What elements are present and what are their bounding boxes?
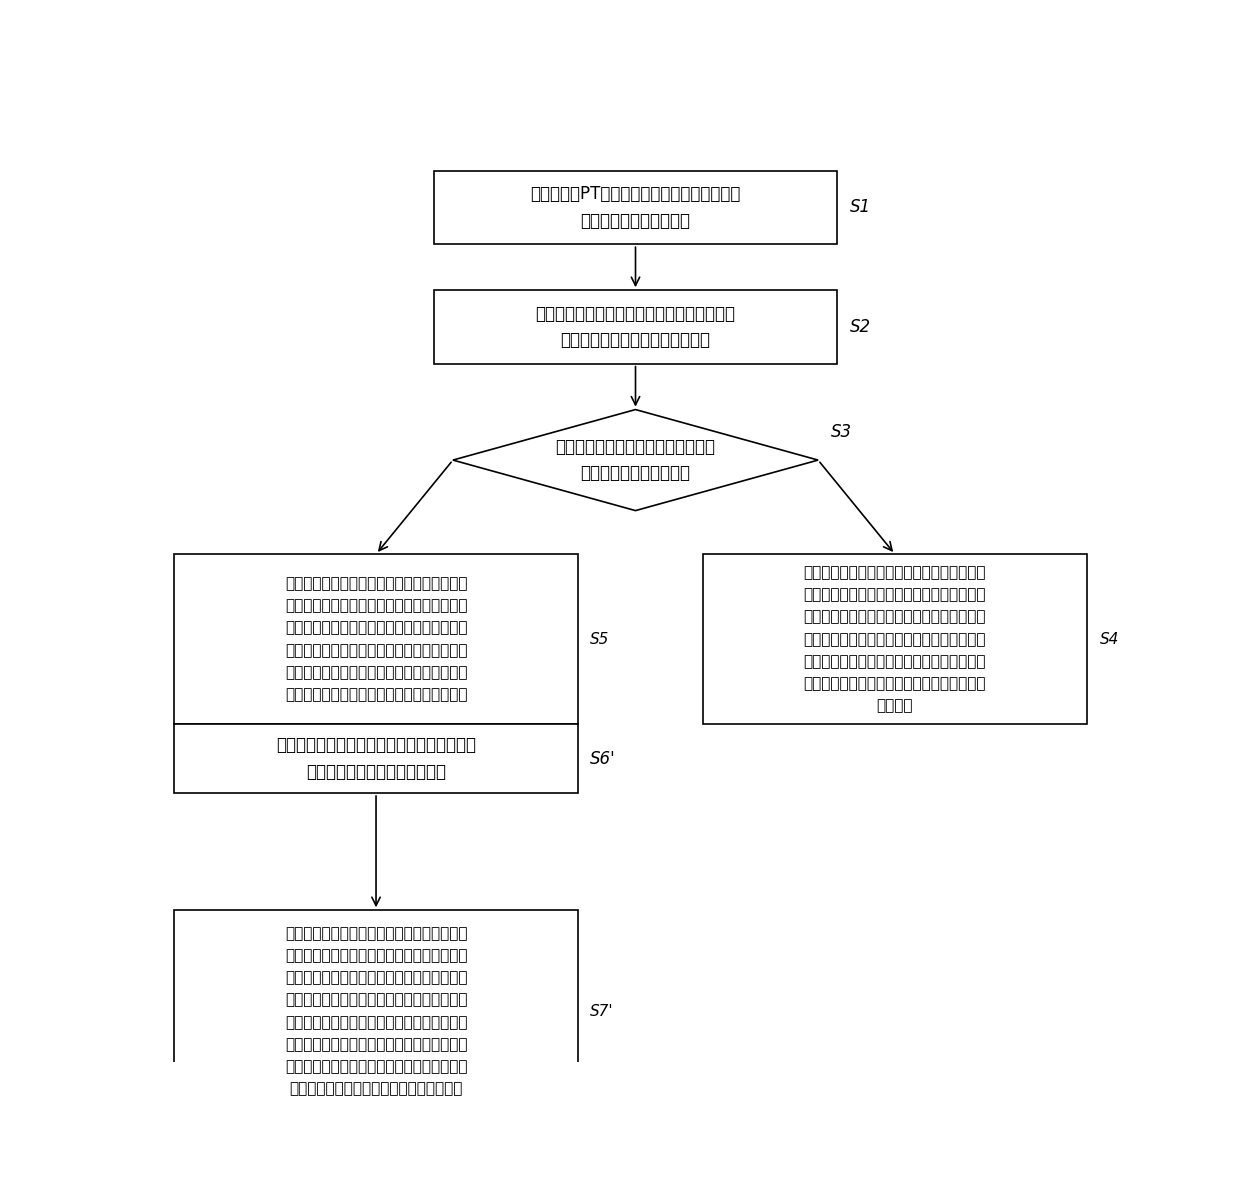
Bar (434, 171, 837, 245)
Bar (174, 724, 578, 793)
Text: 分别测试所确定的有接地故障的母线的各馈出
线路电缆的零序电容电流，并记录: 分别测试所确定的有接地故障的母线的各馈出 线路电缆的零序电容电流，并记录 (536, 304, 735, 350)
Text: 比对和分析所记录的各馈出线路电缆
的零序电容电流的测试值: 比对和分析所记录的各馈出线路电缆 的零序电容电流的测试值 (556, 438, 715, 482)
Text: 根据母线的PT电压指示值，分析确定所述母线
有馈出线路发生接地故障: 根据母线的PT电压指示值，分析确定所述母线 有馈出线路发生接地故障 (531, 185, 740, 230)
Text: S6': S6' (590, 749, 616, 767)
Text: S2: S2 (849, 317, 870, 336)
Text: 当比对和分析的结果为所述母线有馈出线路电
缆的零序电容电流值均大于其余各馈出线路电
缆的零序电容电流值并且与其余各馈出线路电
缆的零序电容电流值之和的差超过设定: 当比对和分析的结果为所述母线有馈出线路电 缆的零序电容电流值均大于其余各馈出线路… (285, 576, 467, 703)
Text: 当所确定的有接地故障的母线有馈出线路电缆
的零序电容电流值均大于其余各馈出线路电缆
的零序电容电流值且与其余各馈出线路电缆的
零序电容电流值之和的差不超过设定的: 当所确定的有接地故障的母线有馈出线路电缆 的零序电容电流值均大于其余各馈出线路电… (804, 565, 986, 713)
Bar (174, 910, 578, 1112)
Text: S1: S1 (849, 198, 870, 216)
Polygon shape (453, 409, 818, 511)
Bar (434, 290, 837, 364)
Text: S7': S7' (590, 1003, 614, 1019)
Bar (703, 555, 1087, 724)
Text: 比对和分析所记录的并列运行的所述两段母线
的各馈出线路电缆的零序电容电流的测试值，
当所述两段母线有馈出线路电缆的零序电容电
流值均大于其余各馈出线路电缆的零序: 比对和分析所记录的并列运行的所述两段母线 的各馈出线路电缆的零序电容电流的测试值… (285, 926, 467, 1096)
Text: S3: S3 (831, 424, 852, 441)
Text: S5: S5 (590, 632, 610, 647)
Bar (174, 555, 578, 724)
Text: S4: S4 (1100, 632, 1118, 647)
Text: 分别测试并列运行的所述两段母线的各馈出线
路电缆的零序电容电流，并记录: 分别测试并列运行的所述两段母线的各馈出线 路电缆的零序电容电流，并记录 (277, 736, 476, 781)
